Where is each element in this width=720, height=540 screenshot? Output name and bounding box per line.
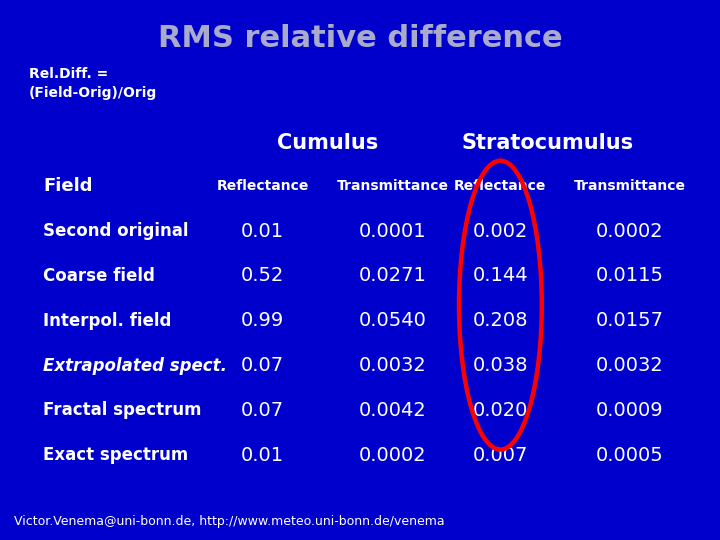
Text: 0.0002: 0.0002 xyxy=(596,221,664,241)
Text: 0.01: 0.01 xyxy=(241,221,284,241)
Text: Fractal spectrum: Fractal spectrum xyxy=(43,401,202,420)
Text: Rel.Diff. =
(Field-Orig)/Orig: Rel.Diff. = (Field-Orig)/Orig xyxy=(29,68,157,100)
Text: 0.002: 0.002 xyxy=(473,221,528,241)
Text: 0.0115: 0.0115 xyxy=(596,266,664,286)
Text: Cumulus: Cumulus xyxy=(277,133,378,153)
Text: Victor.Venema@uni-bonn.de, http://www.meteo.uni-bonn.de/venema: Victor.Venema@uni-bonn.de, http://www.me… xyxy=(14,515,445,528)
Text: 0.038: 0.038 xyxy=(472,356,528,375)
Text: 0.0032: 0.0032 xyxy=(359,356,426,375)
Text: Exact spectrum: Exact spectrum xyxy=(43,446,189,464)
Text: Extrapolated spect.: Extrapolated spect. xyxy=(43,356,228,375)
Text: 0.0157: 0.0157 xyxy=(596,311,664,330)
Text: 0.0271: 0.0271 xyxy=(359,266,426,286)
Text: Coarse field: Coarse field xyxy=(43,267,155,285)
Text: RMS relative difference: RMS relative difference xyxy=(158,24,562,53)
Text: 0.0001: 0.0001 xyxy=(359,221,426,241)
Text: 0.01: 0.01 xyxy=(241,446,284,465)
Text: 0.0009: 0.0009 xyxy=(596,401,664,420)
Text: 0.07: 0.07 xyxy=(241,401,284,420)
Text: 0.0032: 0.0032 xyxy=(596,356,664,375)
Text: 0.52: 0.52 xyxy=(241,266,284,286)
Text: 0.0002: 0.0002 xyxy=(359,446,426,465)
Text: 0.0005: 0.0005 xyxy=(596,446,664,465)
Text: Reflectance: Reflectance xyxy=(454,179,546,193)
Text: Reflectance: Reflectance xyxy=(217,179,309,193)
Text: 0.020: 0.020 xyxy=(473,401,528,420)
Text: 0.0540: 0.0540 xyxy=(359,311,426,330)
Text: 0.99: 0.99 xyxy=(241,311,284,330)
Text: Field: Field xyxy=(43,177,93,195)
Text: 0.0042: 0.0042 xyxy=(359,401,426,420)
Text: 0.007: 0.007 xyxy=(473,446,528,465)
Text: Second original: Second original xyxy=(43,222,189,240)
Text: Stratocumulus: Stratocumulus xyxy=(461,133,634,153)
Text: Transmittance: Transmittance xyxy=(574,179,686,193)
Text: Transmittance: Transmittance xyxy=(336,179,449,193)
Text: 0.208: 0.208 xyxy=(472,311,528,330)
Text: 0.07: 0.07 xyxy=(241,356,284,375)
Text: Interpol. field: Interpol. field xyxy=(43,312,171,330)
Text: 0.144: 0.144 xyxy=(472,266,528,286)
